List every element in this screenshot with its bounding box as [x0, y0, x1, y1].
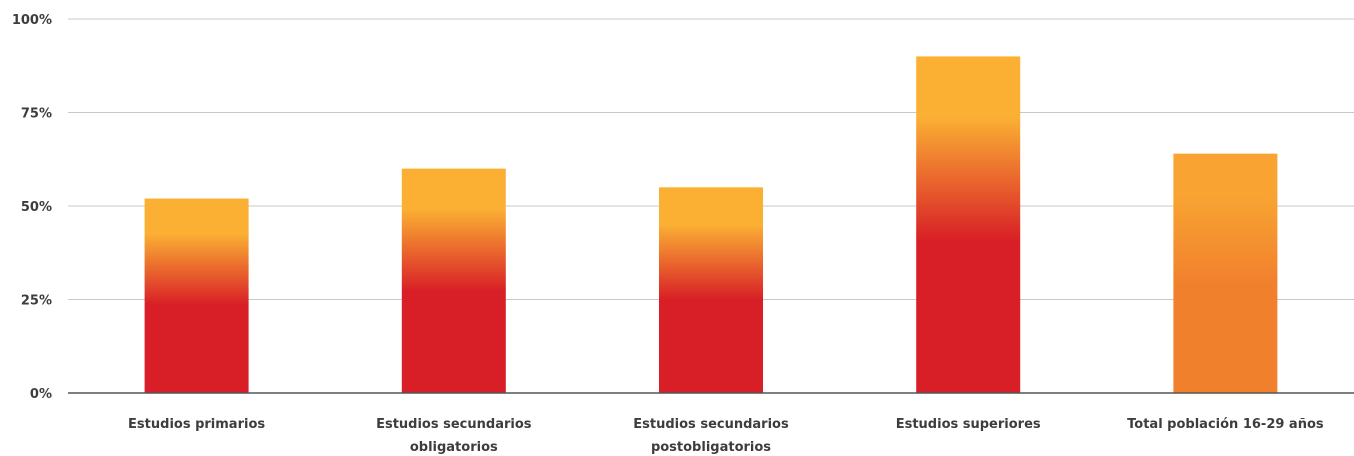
bar	[916, 56, 1021, 394]
y-tick-label: 0%	[30, 387, 52, 402]
bar	[659, 187, 763, 393]
y-tick-label: 75%	[21, 107, 52, 122]
x-category-label: Estudios primarios	[128, 417, 265, 432]
bar	[401, 168, 506, 393]
x-category-label: Estudios secundarios postobligatorios	[633, 417, 789, 455]
y-tick-label: 100%	[12, 13, 52, 28]
bar	[1173, 153, 1278, 393]
x-category-label: Total población 16-29 años	[1127, 417, 1324, 432]
y-tick-label: 25%	[21, 294, 52, 309]
x-category-label: Estudios superiores	[896, 417, 1041, 432]
y-axis-tick-labels: 0% 25% 50% 75% 100%	[12, 13, 52, 402]
x-category-label: Estudios secundarios obligatorios	[376, 417, 532, 455]
bars	[144, 56, 1278, 394]
x-axis-category-labels: Estudios primarios Estudios secundarios ob…	[128, 417, 1324, 455]
bar	[144, 198, 249, 393]
y-tick-label: 50%	[21, 200, 52, 215]
